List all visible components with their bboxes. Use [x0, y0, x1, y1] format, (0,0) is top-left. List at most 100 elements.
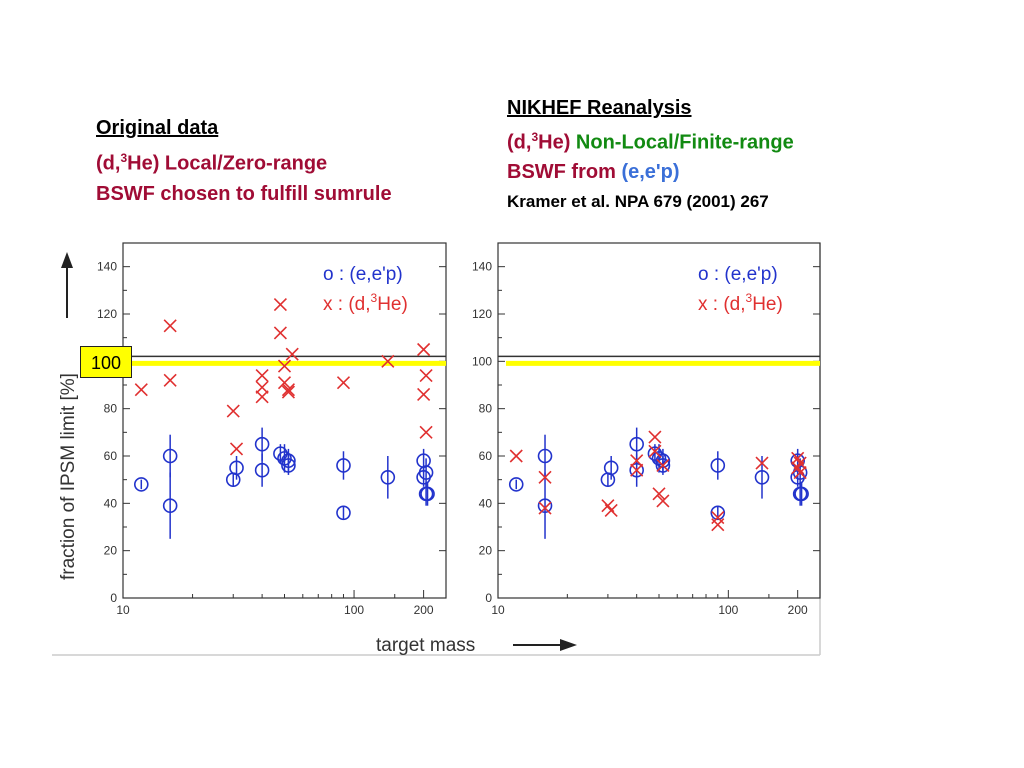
x-tick-label: 200	[788, 603, 808, 617]
point-eep	[254, 462, 270, 478]
point-eep	[629, 436, 644, 452]
point-d3he	[336, 376, 351, 390]
x-axis-title: target mass	[376, 635, 475, 656]
point-d3he	[755, 456, 769, 470]
point-eep	[603, 460, 619, 476]
legend-d3he: x : (d,3He)	[698, 291, 783, 315]
point-d3he	[648, 444, 662, 458]
point-eep	[794, 486, 809, 502]
point-eep	[508, 477, 524, 492]
point-d3he	[711, 518, 725, 532]
y-tick-label: 0	[110, 591, 117, 605]
point-d3he	[273, 326, 287, 340]
right-heading-line2: (d,3He) Non-Local/Finite-range	[507, 130, 794, 154]
right-heading: NIKHEF Reanalysis (d,3He) Non-Local/Fini…	[507, 94, 794, 216]
point-d3he	[604, 503, 618, 517]
point-d3he	[652, 487, 666, 501]
point-d3he	[656, 458, 670, 473]
y-tick-label: 120	[97, 307, 117, 321]
y-tick-label: 140	[97, 260, 117, 274]
y-tick-label: 120	[472, 307, 492, 321]
x-axis-arrowhead	[560, 639, 577, 651]
reference-100-label: 100	[80, 346, 132, 378]
point-eep	[336, 458, 351, 473]
y-tick-label: 100	[472, 354, 492, 368]
y-axis-title-group: fraction of IPSM limit [%]	[58, 252, 79, 580]
point-d3he	[277, 376, 292, 390]
point-d3he	[509, 449, 523, 463]
point-eep	[420, 486, 435, 502]
x-tick-label: 100	[718, 603, 738, 617]
y-tick-label: 40	[479, 496, 493, 510]
y-axis-arrowhead	[61, 252, 73, 268]
point-d3he	[381, 354, 395, 368]
right-heading-line3: BSWF from (e,e'p)	[507, 160, 680, 183]
point-d3he	[255, 390, 269, 404]
legend-d3he: x : (d,3He)	[323, 291, 408, 315]
y-tick-label: 20	[104, 544, 118, 558]
point-d3he	[163, 373, 177, 387]
point-d3he	[255, 368, 269, 383]
point-d3he	[255, 380, 269, 394]
y-tick-label: 40	[104, 496, 118, 510]
point-eep	[710, 505, 726, 521]
point-d3he	[656, 494, 670, 508]
point-d3he	[417, 342, 431, 357]
y-tick-label: 80	[104, 402, 118, 416]
x-tick-label: 100	[344, 603, 364, 617]
point-eep	[254, 436, 270, 452]
point-d3he	[226, 404, 240, 418]
point-eep	[651, 451, 667, 466]
point-d3he	[277, 359, 292, 373]
x-axis-title-group: target mass	[376, 635, 577, 656]
point-eep	[754, 469, 770, 485]
y-tick-label: 60	[479, 449, 493, 463]
left-heading: Original data (d,3He) Local/Zero-range B…	[96, 113, 392, 209]
point-d3he	[793, 466, 807, 480]
point-d3he	[281, 383, 296, 397]
point-eep	[655, 458, 671, 473]
point-d3he	[229, 442, 244, 456]
point-d3he	[419, 368, 433, 383]
point-eep	[380, 469, 396, 485]
y-tick-label: 140	[472, 260, 492, 274]
point-eep	[229, 460, 244, 476]
left-heading-title: Original data	[96, 117, 219, 139]
legend-eep: o : (e,e'p)	[323, 264, 403, 285]
x-tick-label: 10	[491, 603, 505, 617]
point-d3he	[419, 425, 433, 439]
point-d3he	[630, 454, 644, 468]
y-tick-label: 0	[485, 591, 492, 605]
point-eep	[162, 498, 178, 514]
x-tick-label: 10	[116, 603, 130, 617]
left-heading-line2: (d,3He) Local/Zero-range	[96, 151, 328, 175]
point-d3he	[538, 501, 552, 515]
right-heading-title: NIKHEF Reanalysis	[507, 97, 692, 119]
point-eep	[162, 448, 178, 464]
point-eep	[336, 505, 351, 521]
y-tick-label: 20	[479, 544, 493, 558]
point-d3he	[163, 319, 177, 333]
point-d3he	[538, 470, 552, 484]
point-eep	[629, 462, 644, 478]
point-d3he	[285, 347, 299, 361]
point-d3he	[417, 387, 431, 402]
y-tick-label: 80	[479, 402, 493, 416]
point-d3he	[648, 430, 662, 444]
point-d3he	[281, 385, 296, 399]
point-d3he	[273, 297, 287, 312]
y-axis-title: fraction of IPSM limit [%]	[58, 373, 79, 580]
point-d3he	[630, 463, 644, 477]
legend-eep: o : (e,e'p)	[698, 264, 778, 285]
point-d3he	[711, 510, 725, 525]
point-d3he	[134, 383, 148, 397]
point-eep	[416, 469, 431, 485]
point-eep	[537, 448, 553, 464]
left-heading-line3: BSWF chosen to fulfill sumrule	[96, 182, 392, 205]
x-tick-label: 200	[414, 603, 434, 617]
point-eep	[710, 458, 726, 473]
point-eep	[133, 477, 149, 492]
y-tick-label: 60	[104, 449, 118, 463]
